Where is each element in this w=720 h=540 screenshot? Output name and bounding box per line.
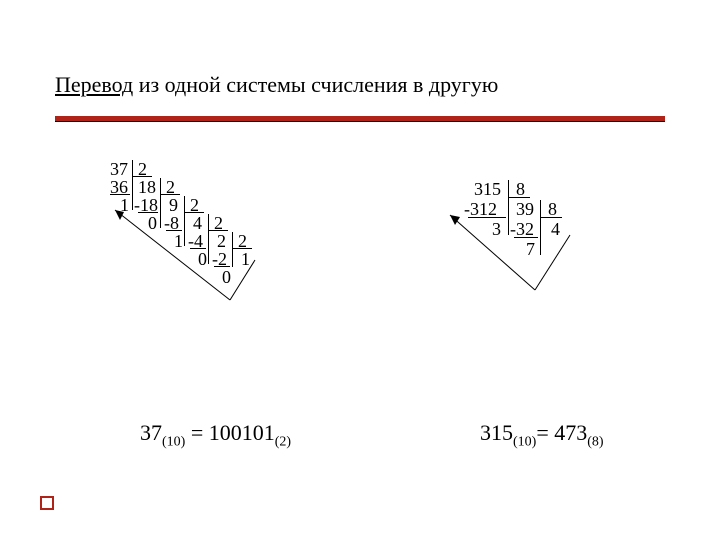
collect-arrow-icon bbox=[420, 210, 620, 340]
right-division-diagram: 315 8 -312 39 8 3 -32 4 7 bbox=[460, 180, 680, 350]
divider-thin bbox=[55, 121, 665, 122]
div-line bbox=[160, 194, 180, 195]
n: 315 bbox=[474, 180, 501, 198]
result-sub: (10) bbox=[513, 434, 536, 449]
n: 37 bbox=[110, 160, 128, 178]
result-left: 37(10) = 100101(2) bbox=[140, 420, 291, 450]
result-eq: = bbox=[185, 420, 208, 445]
result-sub: (8) bbox=[587, 434, 603, 449]
result-num: 315 bbox=[480, 420, 513, 445]
result-val: 473 bbox=[554, 420, 587, 445]
slide-title: Перевод из одной системы счисления в дру… bbox=[55, 72, 498, 98]
result-num: 37 bbox=[140, 420, 162, 445]
result-eq: = bbox=[536, 420, 554, 445]
left-division-diagram: 37 2 36 18 2 1 -18 9 2 0 -8 4 2 1 -4 2 2… bbox=[110, 160, 350, 360]
div-line bbox=[508, 197, 530, 198]
result-right: 315(10)= 473(8) bbox=[480, 420, 604, 450]
result-sub: (2) bbox=[275, 434, 291, 449]
collect-arrow-icon bbox=[70, 200, 290, 350]
slide-marker-icon bbox=[40, 496, 54, 510]
sub-line bbox=[110, 194, 130, 195]
title-underlined: Перевод bbox=[55, 72, 133, 97]
n: 18 bbox=[138, 178, 156, 196]
n: 8 bbox=[516, 180, 525, 198]
result-val: 100101 bbox=[209, 420, 275, 445]
div-line bbox=[132, 176, 152, 177]
title-rest: из одной системы счисления в другую bbox=[133, 72, 498, 97]
result-sub: (10) bbox=[162, 434, 185, 449]
